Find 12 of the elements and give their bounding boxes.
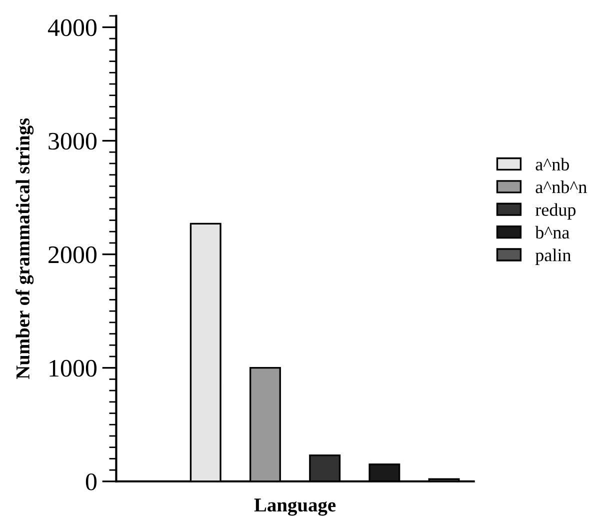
legend-label: palin	[535, 248, 571, 265]
y-tick-label: 3000	[48, 132, 97, 150]
y-tick-label: 1000	[50, 360, 97, 377]
y-tick-label: 4000	[48, 19, 97, 36]
legend-label: b^na	[535, 226, 570, 239]
legend-label: a^nb	[536, 158, 569, 171]
legend-label: a^nb^n	[536, 180, 587, 194]
y-tick-label: 0	[86, 473, 97, 490]
y-axis-title: Number of grammatical strings	[16, 118, 34, 380]
x-axis-title: Language	[254, 498, 336, 516]
legend-label: redup	[536, 203, 576, 220]
y-tick-label: 2000	[48, 246, 97, 264]
